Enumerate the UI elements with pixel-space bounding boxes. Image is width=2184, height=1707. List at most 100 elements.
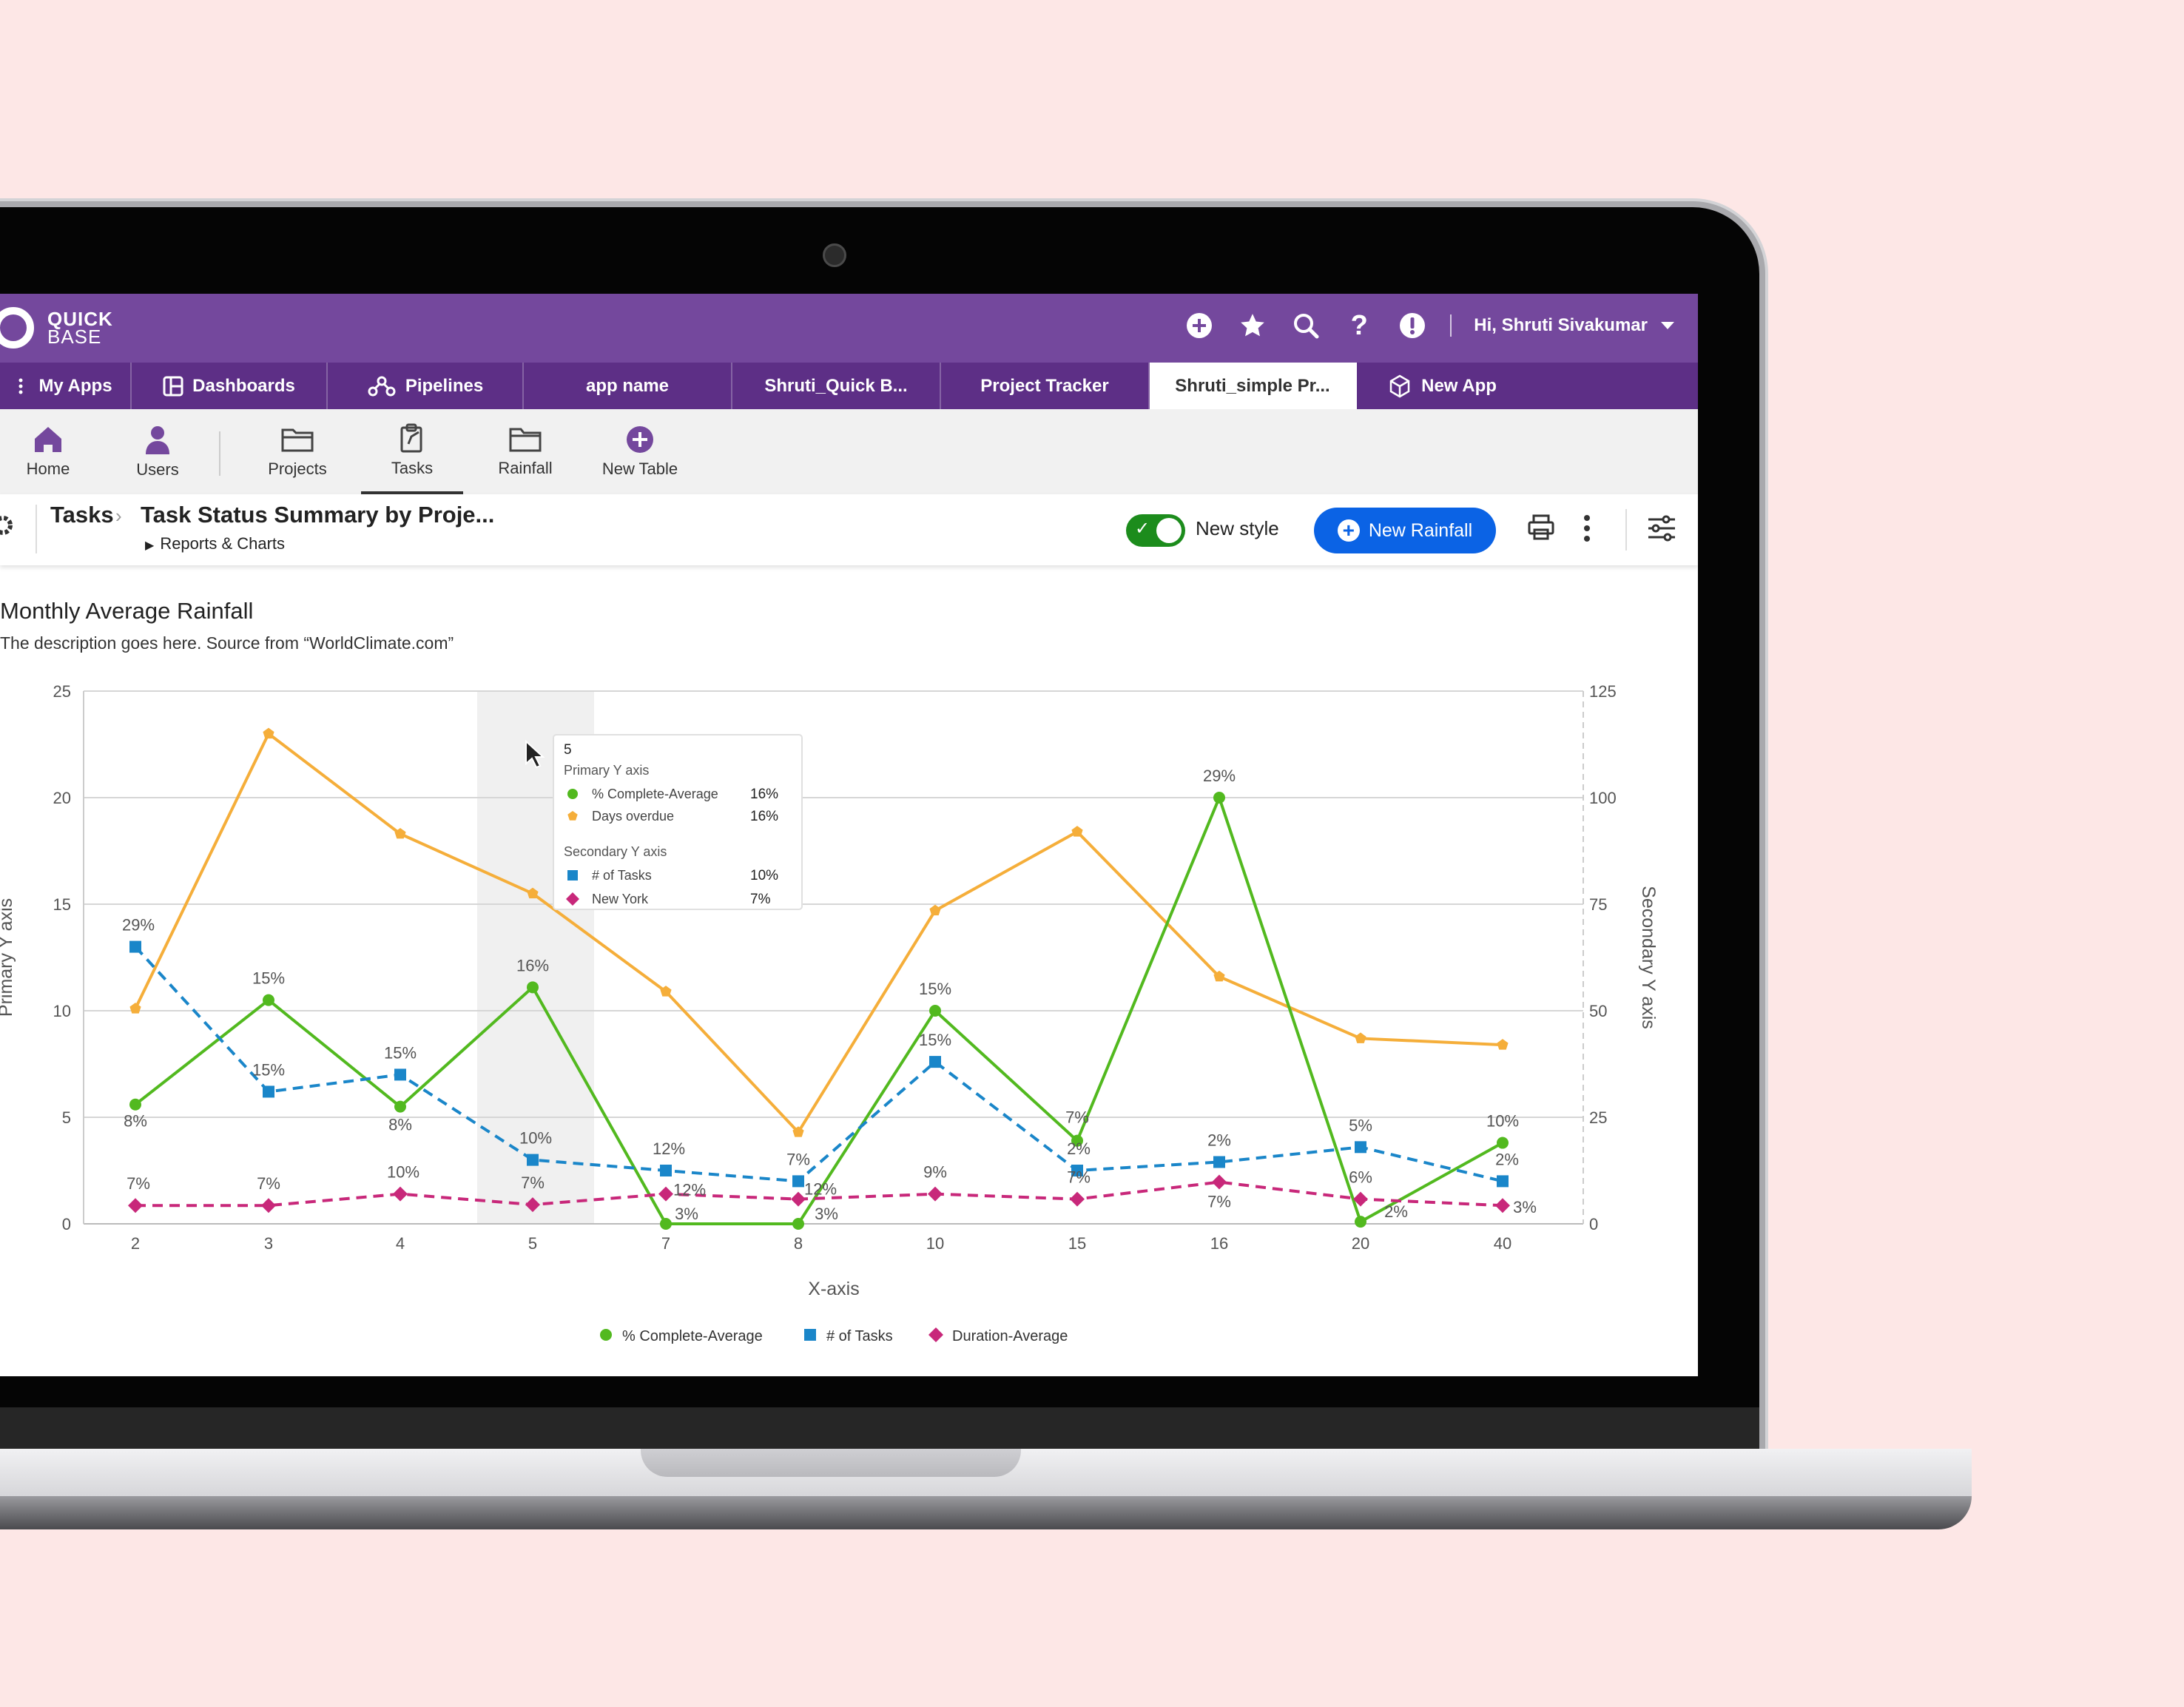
data-point — [929, 1056, 941, 1068]
data-point — [1355, 1141, 1366, 1154]
report-title: Monthly Average Rainfall — [0, 598, 254, 624]
help-icon[interactable]: ? — [1350, 309, 1368, 341]
data-point — [1213, 970, 1225, 982]
more-vertical-icon[interactable] — [1583, 514, 1591, 543]
legend-label: % Complete-Average — [622, 1328, 763, 1344]
tab-dashboards[interactable]: Dashboards — [132, 363, 328, 409]
data-label: 9% — [923, 1163, 947, 1182]
series-line — [134, 946, 1503, 1183]
tooltip-heading: Secondary Y axis — [564, 844, 667, 859]
tab-shruti-quickbase[interactable]: Shruti_Quick B... — [732, 363, 941, 409]
laptop-base-edge — [0, 1496, 1972, 1529]
data-point — [1071, 1165, 1083, 1176]
tab-shruti-simple[interactable]: Shruti_simple Pr... — [1150, 363, 1357, 409]
tooltip-heading: Primary Y axis — [564, 763, 649, 778]
data-label: 5% — [1349, 1116, 1372, 1134]
legend-item[interactable]: Duration-Average — [928, 1327, 1068, 1344]
table-projects[interactable]: Projects — [260, 409, 334, 494]
data-label: 29% — [1203, 767, 1236, 785]
tooltip-value: 7% — [750, 892, 771, 907]
user-menu[interactable]: Hi, Shruti Sivakumar — [1474, 315, 1676, 336]
print-icon[interactable] — [1527, 514, 1555, 542]
plus-circle-icon[interactable] — [1184, 310, 1215, 341]
caret-right-icon: ▶ — [145, 539, 155, 552]
clipboard-icon — [400, 423, 422, 452]
user-greeting: Hi, Shruti Sivakumar — [1474, 315, 1648, 335]
star-icon[interactable] — [1237, 310, 1268, 341]
tab-project-tracker[interactable]: Project Tracker — [941, 363, 1150, 409]
global-bar: QUICK BASE ? Hi, Shruti Sivakumar — [0, 294, 1698, 363]
data-label: 12% — [804, 1180, 837, 1199]
data-label: 6% — [1349, 1168, 1372, 1187]
divider — [219, 431, 220, 476]
tab-app-name[interactable]: app name — [524, 363, 732, 409]
legend-marker — [600, 1329, 612, 1341]
data-point — [394, 1100, 406, 1113]
data-label: 2% — [1384, 1202, 1408, 1221]
data-point — [1071, 826, 1083, 837]
data-point — [1213, 792, 1225, 804]
tooltip-box — [553, 734, 803, 910]
series-complete-average: 8% 15% 8% 16% 3% 3% 15% 7% 29% 2% 10% — [124, 767, 1519, 1230]
data-label: 2% — [1495, 1150, 1519, 1168]
page-header: Tasks › Task Status Summary by Proje... … — [0, 494, 1698, 565]
gear-icon[interactable] — [0, 514, 15, 537]
data-point — [929, 904, 941, 916]
folder-icon — [509, 428, 542, 451]
data-point — [1355, 1216, 1366, 1228]
table-tasks[interactable]: Tasks — [361, 409, 463, 494]
x-tick-label: 4 — [396, 1234, 405, 1253]
data-point — [394, 828, 406, 839]
tab-my-apps[interactable]: My Apps — [0, 363, 132, 409]
data-label: 7% — [1065, 1108, 1089, 1127]
y-tick-label: 25 — [53, 682, 71, 701]
home-icon — [35, 426, 61, 452]
y2-tick-label: 125 — [1589, 682, 1617, 701]
table-rainfall[interactable]: Rainfall — [488, 409, 562, 494]
table-home[interactable]: Home — [15, 409, 81, 494]
tab-new-app[interactable]: New App — [1357, 363, 1527, 409]
new-rainfall-button[interactable]: + New Rainfall — [1314, 508, 1496, 553]
x-tick-label: 40 — [1494, 1234, 1511, 1253]
tab-pipelines[interactable]: Pipelines — [328, 363, 524, 409]
y2-tick-label: 75 — [1589, 895, 1607, 914]
x-tick-label: 10 — [926, 1234, 944, 1253]
data-point — [1495, 1198, 1510, 1213]
reports-charts-link[interactable]: ▶ Reports & Charts — [145, 534, 286, 553]
y-tick-label: 5 — [62, 1108, 71, 1127]
data-point — [792, 1126, 804, 1137]
x-tick-label: 7 — [661, 1234, 670, 1253]
table-users[interactable]: Users — [124, 409, 191, 494]
legend-item[interactable]: # of Tasks — [804, 1328, 893, 1344]
data-label: 7% — [127, 1174, 150, 1193]
quickbase-logo[interactable]: QUICK BASE — [0, 307, 113, 349]
legend-label: # of Tasks — [826, 1328, 893, 1344]
x-tick-label: 3 — [264, 1234, 273, 1253]
y-tick-label: 20 — [53, 789, 71, 807]
cube-icon — [1389, 374, 1410, 397]
series-line — [134, 731, 1503, 1135]
table-new-table[interactable]: New Table — [592, 409, 688, 494]
settings-sliders-icon[interactable] — [1647, 514, 1676, 543]
data-point — [792, 1175, 804, 1188]
dashboard-icon — [163, 376, 183, 396]
breadcrumb-table[interactable]: Tasks — [50, 502, 114, 528]
data-point — [929, 1005, 941, 1017]
search-icon[interactable] — [1290, 310, 1321, 341]
alert-icon[interactable] — [1397, 310, 1428, 341]
series-days-overdue — [129, 727, 1509, 1137]
data-point — [660, 986, 672, 997]
x-tick-label: 15 — [1068, 1234, 1086, 1253]
page-title: Task Status Summary by Proje... — [141, 502, 495, 528]
pipelines-icon — [368, 376, 396, 396]
legend-item[interactable]: % Complete-Average — [600, 1328, 763, 1344]
app-tabs: My Apps Dashboards Pipelines app name Sh… — [0, 363, 1698, 409]
new-style-toggle[interactable]: ✓ — [1126, 514, 1185, 547]
data-label: 2% — [1067, 1139, 1091, 1158]
data-label: 29% — [122, 916, 155, 935]
folder-open-icon — [281, 428, 314, 451]
data-label: 12% — [653, 1139, 685, 1158]
rainfall-chart: 0 5 10 15 20 25 0 25 50 75 100 125 2 3 4 5 7 8 10 15 16 20 40 X… — [0, 682, 1659, 1344]
data-point — [129, 940, 141, 953]
tooltip-value: 16% — [750, 787, 778, 802]
